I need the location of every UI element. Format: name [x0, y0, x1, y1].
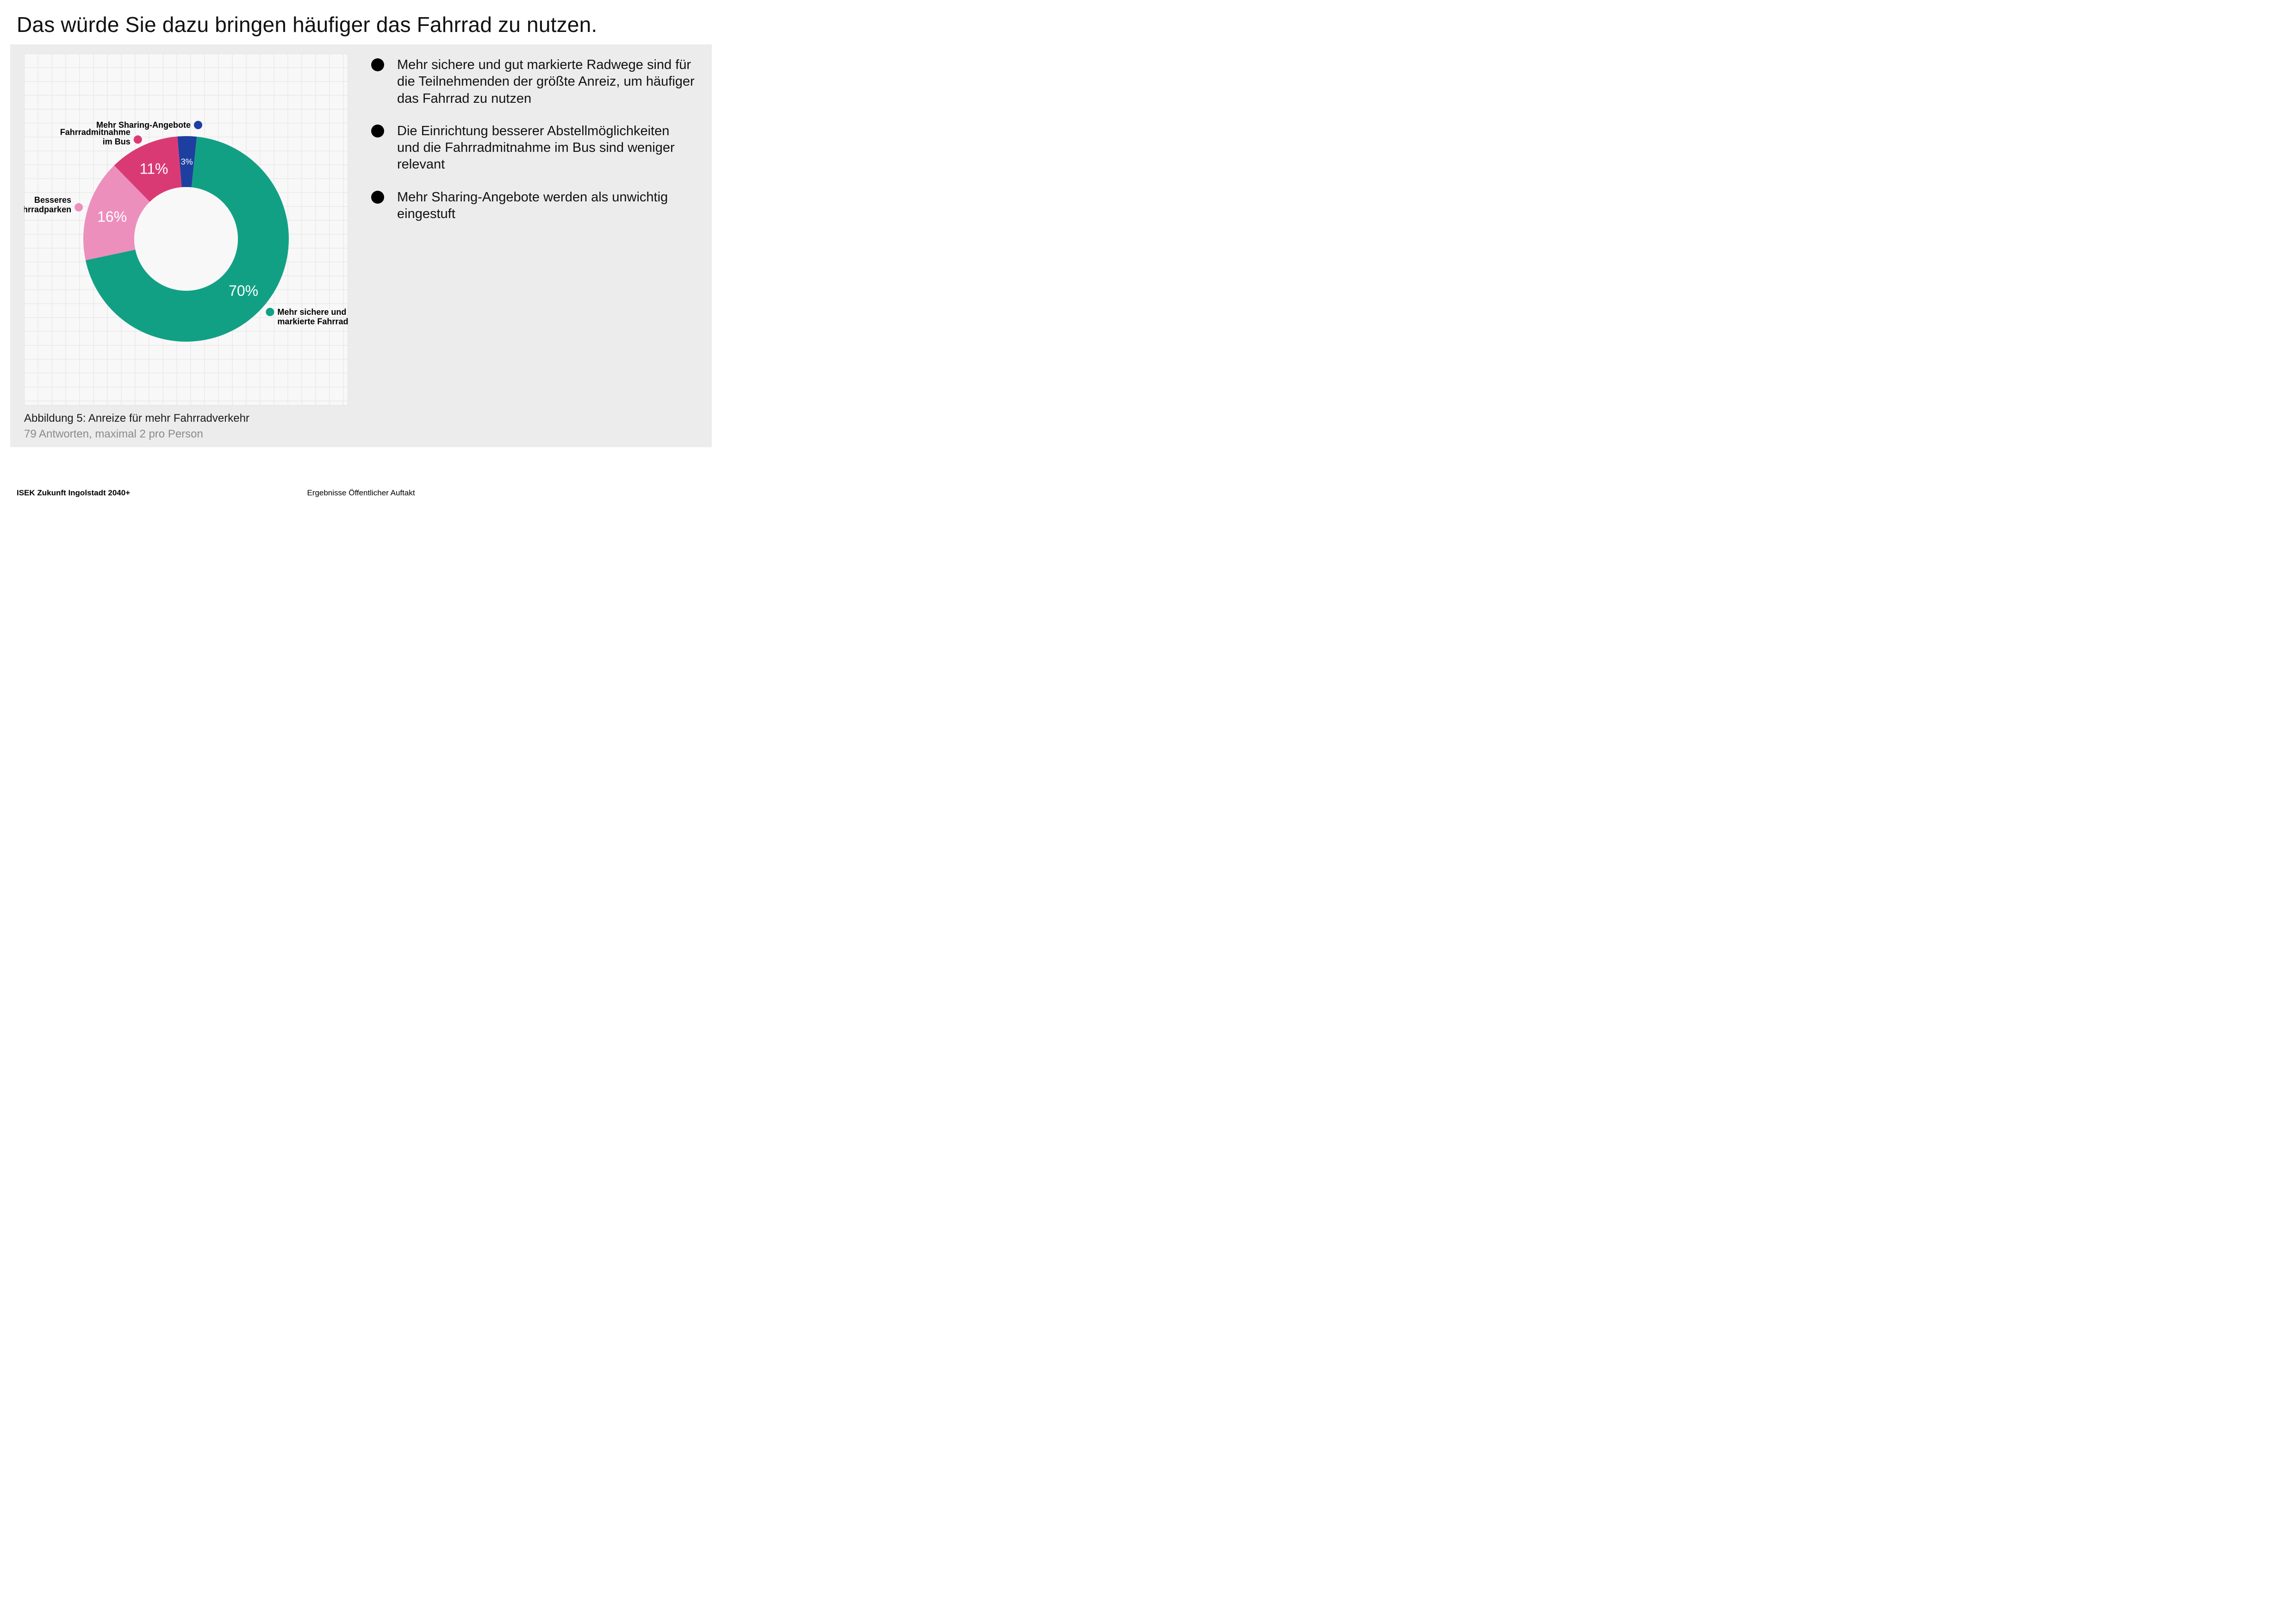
slice-pct-label: 16%: [97, 208, 127, 225]
bullet-item: Mehr sichere und gut markierte Radwege s…: [371, 56, 695, 107]
bullet-item: Mehr Sharing-Angebote werden als unwicht…: [371, 189, 695, 223]
content-panel: 70% 16% 11% 3% Mehr sichere und gutmarkierte…: [10, 44, 712, 447]
bullet-list: Mehr sichere und gut markierte Radwege s…: [371, 56, 695, 238]
slice-pct-label: 3%: [181, 157, 193, 166]
slice-pct-label: 70%: [229, 282, 258, 299]
page-footer: ISEK Zukunft Ingolstadt 2040+ Ergebnisse…: [0, 478, 722, 511]
footer-center: Ergebnisse Öffentlicher Auftakt: [307, 488, 415, 498]
donut-chart: 70% 16% 11% 3% Mehr sichere und gutmarkierte…: [24, 54, 348, 406]
chart-caption: Abbildung 5: Anreize für mehr Fahrradver…: [24, 411, 249, 442]
legend-label: Mehr sichere und gutmarkierte Fahrradweg…: [277, 307, 348, 326]
chart-area: 70% 16% 11% 3% Mehr sichere und gutmarkierte…: [24, 54, 348, 406]
legend-dot-icon: [266, 308, 274, 316]
legend-dot-icon: [134, 135, 142, 144]
legend-dot-icon: [75, 203, 83, 212]
legend-dot-icon: [194, 121, 202, 129]
footer-left: ISEK Zukunft Ingolstadt 2040+: [17, 488, 130, 498]
legend-label: BesseresFahrradparken: [24, 195, 71, 214]
slice-pct-label: 11%: [140, 160, 168, 177]
page-title: Das würde Sie dazu bringen häufiger das …: [17, 12, 597, 37]
page: Das würde Sie dazu bringen häufiger das …: [0, 0, 722, 511]
legend-label: Mehr Sharing-Angebote: [96, 120, 191, 130]
bullet-item: Die Einrichtung besserer Abstell­möglich…: [371, 123, 695, 173]
caption-main: Abbildung 5: Anreize für mehr Fahrradver…: [24, 412, 249, 425]
caption-sub: 79 Antworten, maximal 2 pro Person: [24, 427, 249, 442]
